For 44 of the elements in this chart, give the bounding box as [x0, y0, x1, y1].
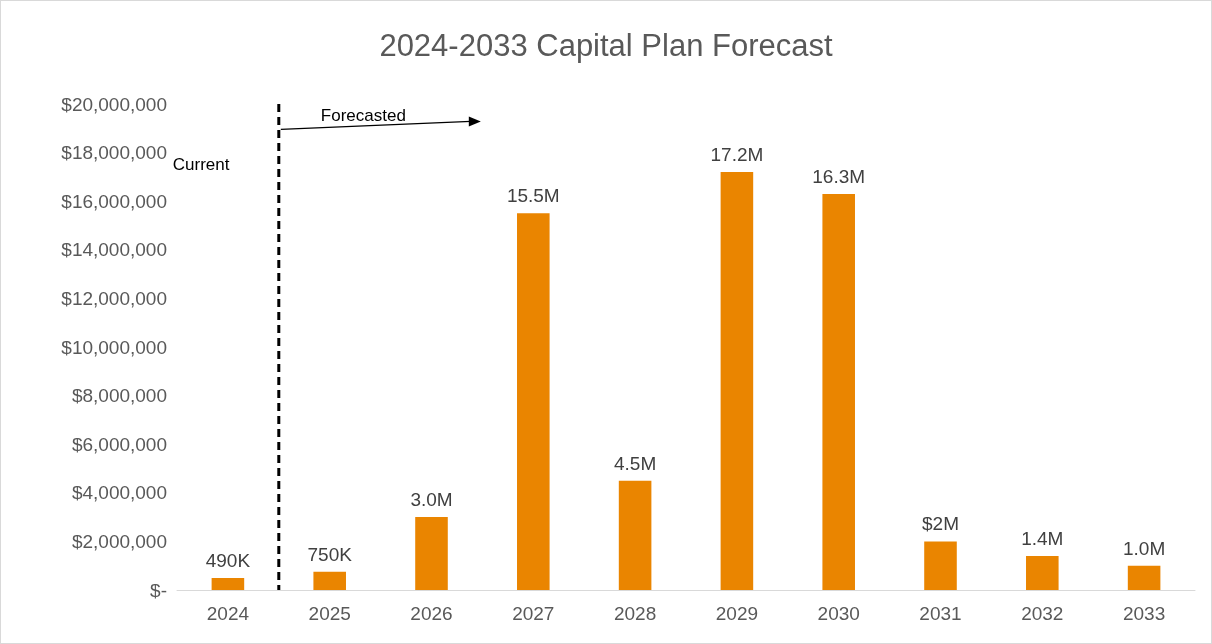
x-tick-label: 2024 [206, 603, 250, 624]
x-tick-label: 2026 [410, 603, 453, 624]
bar [720, 172, 754, 590]
data-label: 16.3M [812, 165, 866, 187]
y-tick-label: $12,000,000 [61, 287, 167, 309]
data-label: $2M [922, 513, 959, 535]
chart-title: 2024-2033 Capital Plan Forecast [379, 28, 833, 63]
bar [415, 517, 448, 590]
data-label: 3.0M [410, 489, 453, 511]
y-tick-label: $10,000,000 [61, 336, 167, 358]
y-tick-label: $- [150, 579, 167, 601]
data-label: 17.2M [710, 144, 764, 166]
x-tick-label: 2031 [919, 603, 962, 624]
x-tick-label: 2025 [308, 603, 351, 624]
data-label: 4.5M [613, 452, 657, 474]
x-tick-label: 2029 [715, 603, 759, 624]
x-tick-label: 2027 [512, 603, 555, 624]
data-label: 750K [307, 543, 353, 565]
y-tick-label: $18,000,000 [61, 142, 167, 164]
bar [618, 480, 652, 590]
data-label: 1.4M [1021, 527, 1064, 549]
bar [211, 578, 245, 590]
bar [822, 193, 855, 590]
y-tick-label: $2,000,000 [71, 530, 167, 552]
y-tick-label: $8,000,000 [71, 385, 167, 407]
y-tick-label: $4,000,000 [71, 482, 167, 504]
x-tick-label: 2032 [1021, 603, 1064, 624]
bar [517, 213, 550, 590]
data-label: 490K [205, 550, 251, 572]
x-tick-label: 2033 [1122, 603, 1166, 624]
data-label: 15.5M [506, 185, 560, 207]
annotation: Current [172, 154, 230, 175]
y-tick-label: $14,000,000 [61, 239, 167, 261]
y-tick-label: $6,000,000 [71, 433, 167, 455]
data-label: 1.0M [1122, 537, 1166, 559]
bar [313, 571, 346, 590]
x-tick-label: 2028 [613, 603, 657, 624]
y-tick-label: $20,000,000 [61, 93, 167, 115]
annotation: Forecasted [320, 106, 406, 127]
bar [1127, 565, 1161, 590]
bar [1026, 555, 1059, 590]
y-tick-label: $16,000,000 [61, 190, 167, 212]
bar [924, 541, 957, 590]
x-tick-label: 2030 [817, 603, 860, 624]
